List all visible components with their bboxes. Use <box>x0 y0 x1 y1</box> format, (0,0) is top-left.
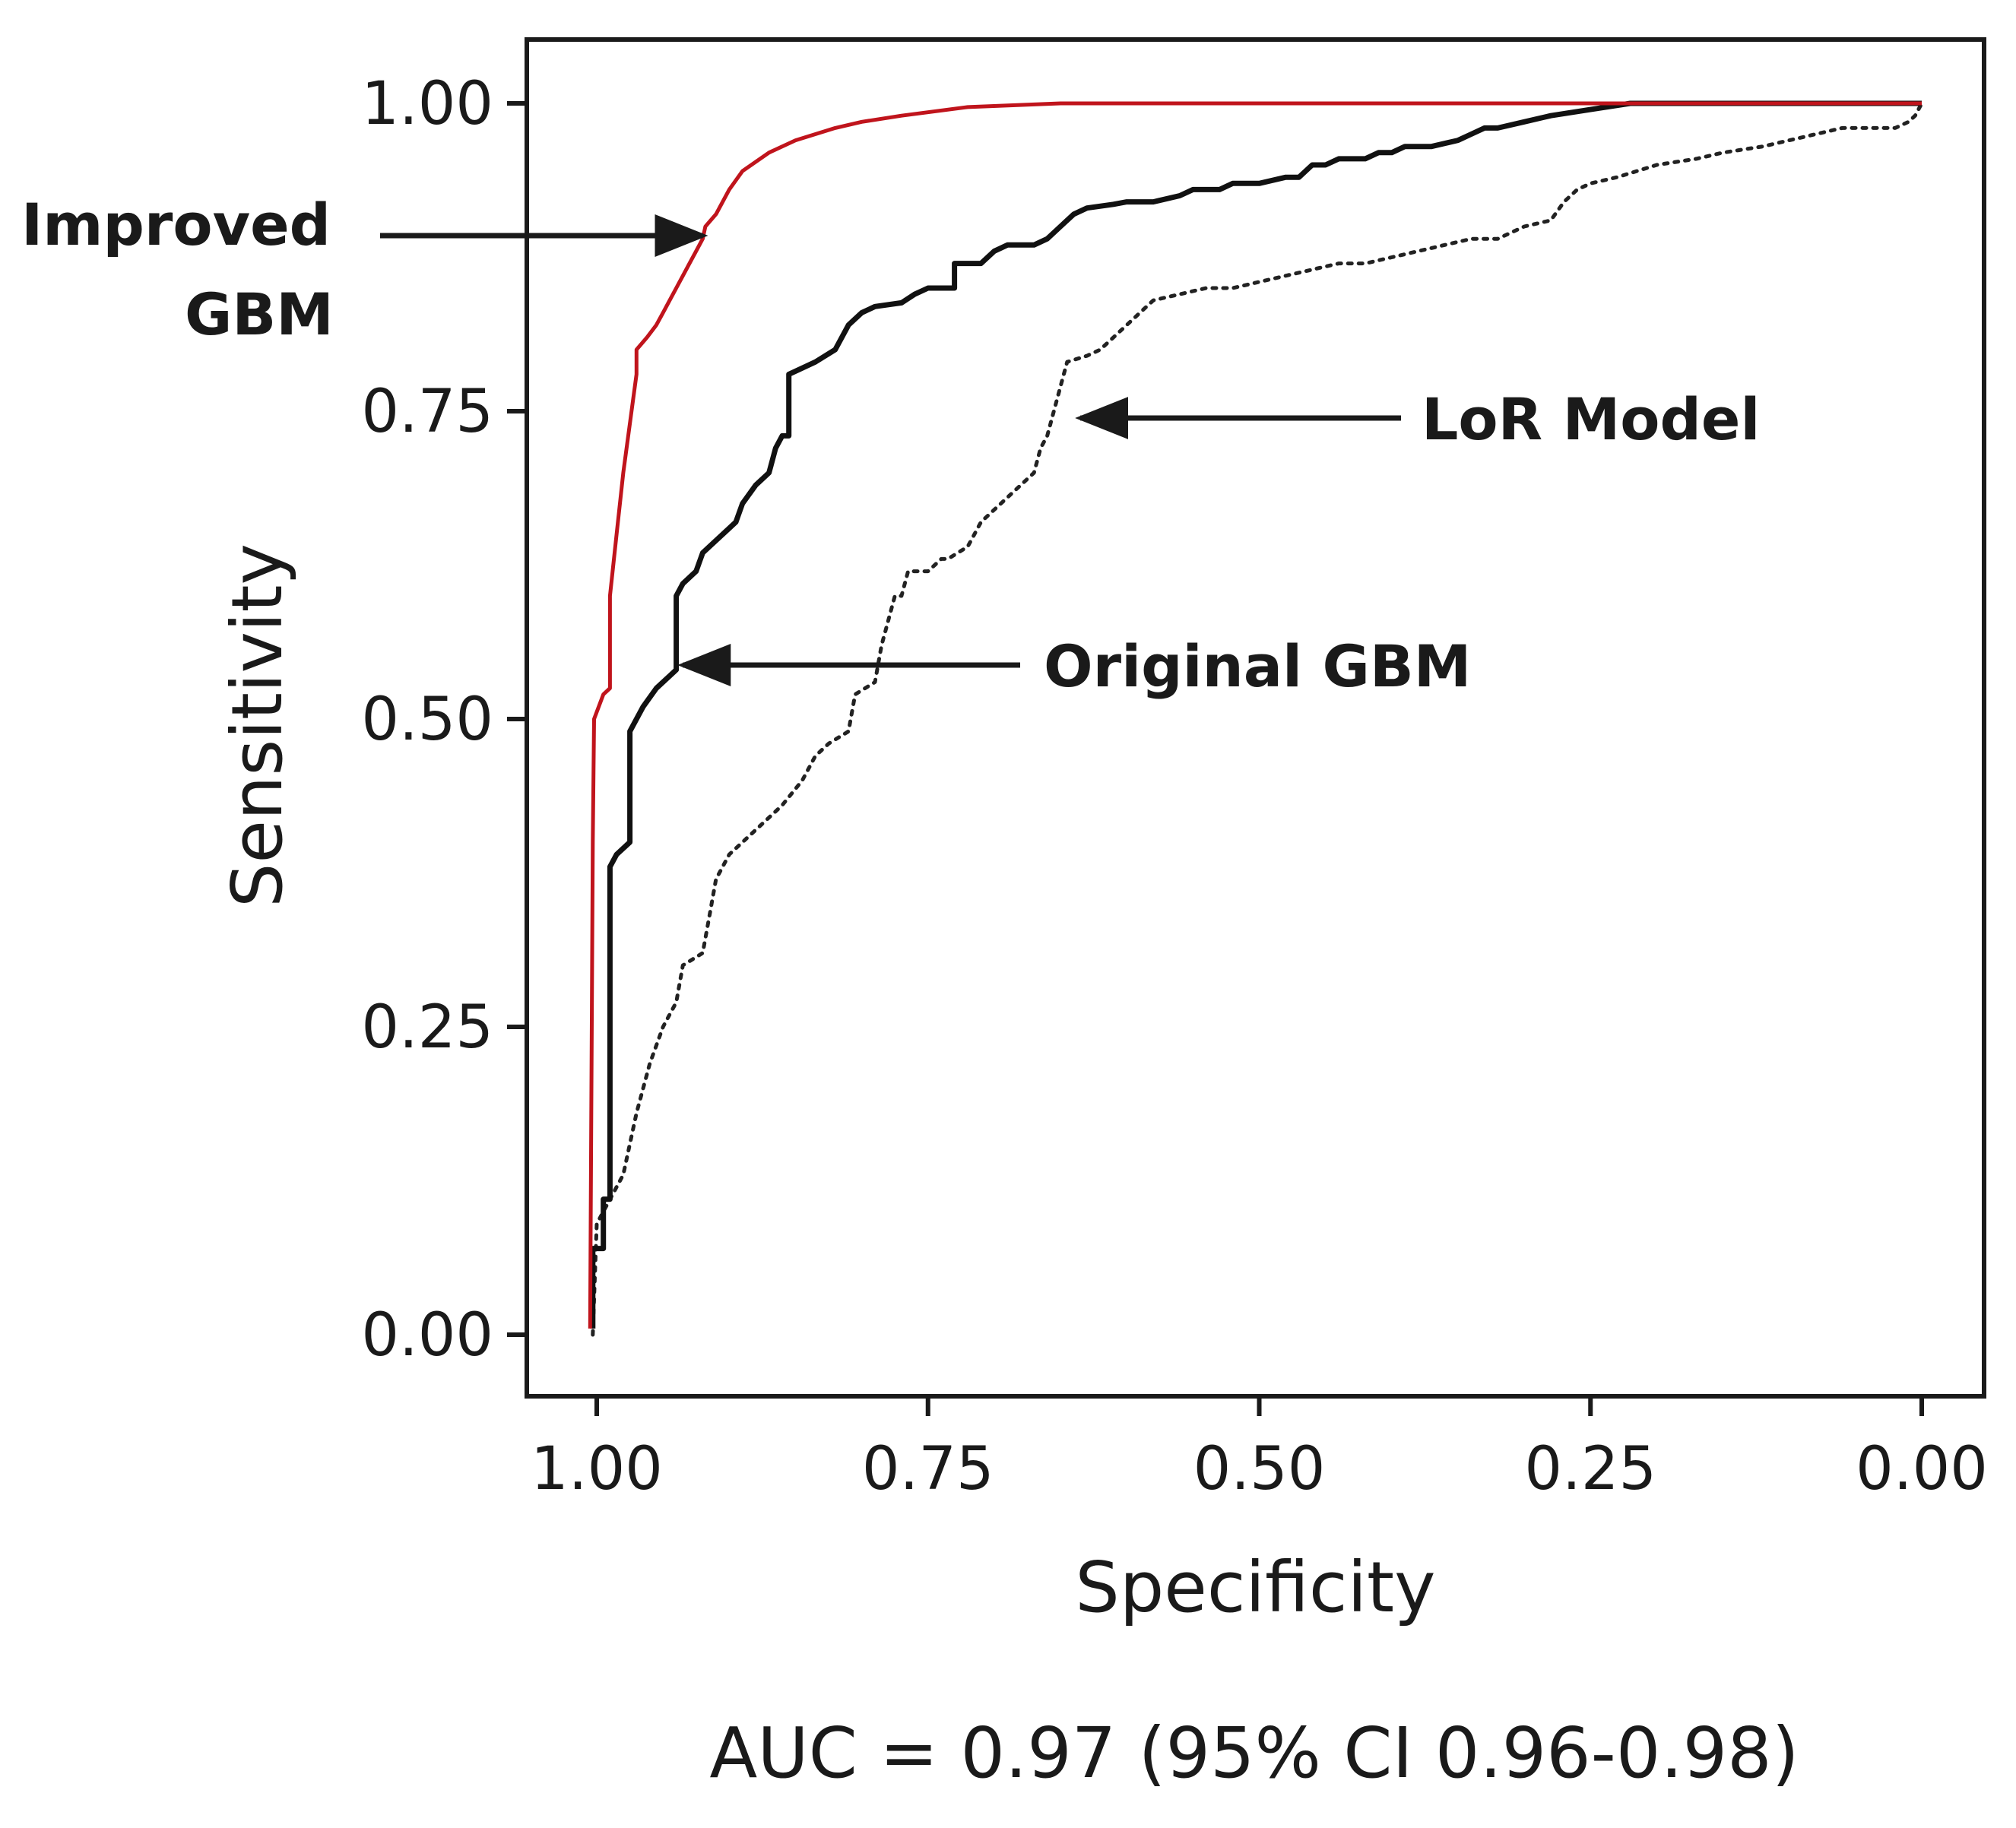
annotation-label-improved-gbm: GBM <box>185 280 334 348</box>
y-tick-label: 0.25 <box>361 993 493 1062</box>
y-tick-label: 1.00 <box>361 70 493 138</box>
y-axis-title: Sensitivity <box>217 543 298 908</box>
x-tick-label: 0.50 <box>1193 1435 1326 1503</box>
annotations-layer: Improved GBM LoR Model Original GBM <box>21 191 1760 700</box>
series-line-improved-gbm <box>588 101 1922 1329</box>
y-tick-label: 0.50 <box>361 686 493 754</box>
y-tick-label: 0.75 <box>361 378 493 446</box>
x-tick-label: 0.75 <box>862 1435 994 1503</box>
series-line-original-gbm <box>590 100 1922 1329</box>
x-tick-label: 0.25 <box>1524 1435 1656 1503</box>
y-axis: 0.00 0.25 0.50 0.75 1.00 <box>361 70 527 1370</box>
series-layer <box>588 100 1924 1337</box>
annotation-label-lor-model: LoR Model <box>1422 385 1760 453</box>
annotation-label-improved-gbm: Improved <box>21 191 331 258</box>
series-line-lor-model <box>591 101 1924 1337</box>
auc-caption: AUC = 0.97 (95% CI 0.96-0.98) <box>709 1712 1799 1794</box>
y-tick-label: 0.00 <box>361 1301 493 1370</box>
plot-frame <box>525 37 1986 1399</box>
x-axis: 1.00 0.75 0.50 0.25 0.00 <box>531 1396 1988 1503</box>
x-tick-label: 0.00 <box>1856 1435 1988 1503</box>
x-tick-label: 1.00 <box>531 1435 663 1503</box>
annotation-label-original-gbm: Original GBM <box>1044 632 1471 700</box>
x-axis-title: Specificity <box>1075 1547 1435 1628</box>
